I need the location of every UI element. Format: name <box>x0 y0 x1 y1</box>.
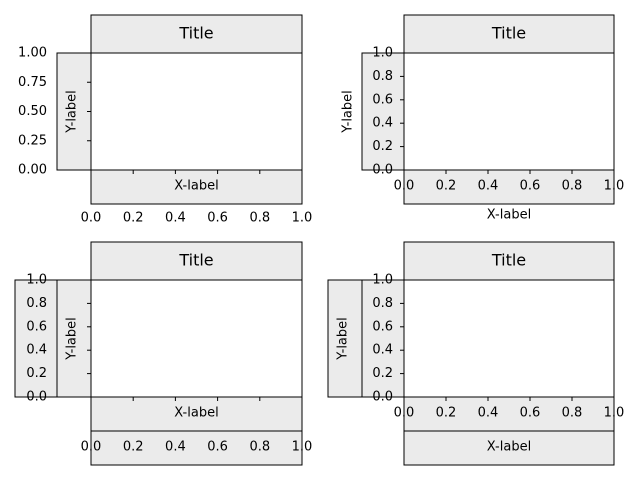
x-tick-label: 1.0 <box>292 440 313 455</box>
label-box <box>361 52 405 171</box>
y-tick-label: 0.0 <box>372 163 393 178</box>
label-box <box>90 430 303 466</box>
x-tick-label: 0.6 <box>520 179 541 194</box>
x-tick-label: 0.2 <box>123 211 144 226</box>
chart-title: Title <box>491 251 526 270</box>
y-tick-label: 0.25 <box>18 133 47 148</box>
label-box <box>14 279 58 398</box>
x-tick-label: 1.0 <box>604 179 625 194</box>
plot-area <box>90 52 303 171</box>
x-tick-label: 1.0 <box>604 406 625 421</box>
x-tick-label: 0.0 <box>81 440 102 455</box>
label-box <box>56 279 92 398</box>
y-tick-label: 0.2 <box>372 366 393 381</box>
y-tick-label: 1.0 <box>26 273 47 288</box>
x-tick-label: 0.2 <box>436 179 457 194</box>
x-axis-label: X-label <box>174 406 218 421</box>
label-box <box>403 241 615 281</box>
x-tick-label: 0.8 <box>249 211 270 226</box>
x-axis-label: X-label <box>487 440 531 455</box>
y-tick-label: 0.8 <box>372 69 393 84</box>
label-box <box>403 396 615 432</box>
x-tick-label: 0.8 <box>562 406 583 421</box>
y-axis-label: Y-label <box>341 90 356 134</box>
label-box <box>90 241 303 281</box>
x-tick-label: 0.4 <box>478 179 499 194</box>
chart-title: Title <box>491 24 526 43</box>
y-tick-label: 0.4 <box>372 343 393 358</box>
plot-area <box>90 279 303 398</box>
label-box <box>327 279 363 398</box>
y-tick-label: 1.0 <box>372 273 393 288</box>
x-tick-label: 0.4 <box>165 211 186 226</box>
y-axis-label: Y-label <box>65 317 80 361</box>
y-tick-label: 0.00 <box>18 163 47 178</box>
x-axis-label: X-label <box>174 179 218 194</box>
y-tick-label: 0.0 <box>26 390 47 405</box>
x-tick-label: 0.6 <box>520 406 541 421</box>
x-tick-label: 0.0 <box>394 406 415 421</box>
plot-area <box>403 279 615 398</box>
plot-area <box>403 52 615 171</box>
chart-title: Title <box>178 251 213 270</box>
y-axis-label: Y-label <box>65 90 80 134</box>
x-tick-label: 0.4 <box>165 440 186 455</box>
x-tick-label: 0.8 <box>562 179 583 194</box>
label-box <box>90 14 303 54</box>
y-tick-label: 1.0 <box>372 46 393 61</box>
label-box <box>403 430 615 466</box>
y-tick-label: 0.4 <box>372 116 393 131</box>
y-tick-label: 0.8 <box>26 296 47 311</box>
x-tick-label: 1.0 <box>292 211 313 226</box>
chart-title: Title <box>178 24 213 43</box>
y-tick-label: 0.75 <box>18 75 47 90</box>
y-tick-label: 0.8 <box>372 296 393 311</box>
y-tick-label: 1.00 <box>18 46 47 61</box>
y-tick-label: 0.6 <box>372 319 393 334</box>
x-tick-label: 0.0 <box>81 211 102 226</box>
x-tick-label: 0.6 <box>207 211 228 226</box>
y-axis-label: Y-label <box>336 317 351 361</box>
label-box <box>403 14 615 54</box>
y-tick-label: 0.6 <box>26 319 47 334</box>
x-tick-label: 0.8 <box>249 440 270 455</box>
y-tick-label: 0.2 <box>372 139 393 154</box>
x-tick-label: 0.0 <box>394 179 415 194</box>
x-tick-label: 0.6 <box>207 440 228 455</box>
label-box <box>90 396 303 432</box>
x-tick-label: 0.2 <box>436 406 457 421</box>
x-axis-label: X-label <box>487 208 531 223</box>
y-tick-label: 0.2 <box>26 366 47 381</box>
y-tick-label: 0.4 <box>26 343 47 358</box>
label-box <box>56 52 92 171</box>
x-tick-label: 0.2 <box>123 440 144 455</box>
y-tick-label: 0.50 <box>18 104 47 119</box>
y-tick-label: 0.6 <box>372 92 393 107</box>
y-tick-label: 0.0 <box>372 390 393 405</box>
x-tick-label: 0.4 <box>478 406 499 421</box>
